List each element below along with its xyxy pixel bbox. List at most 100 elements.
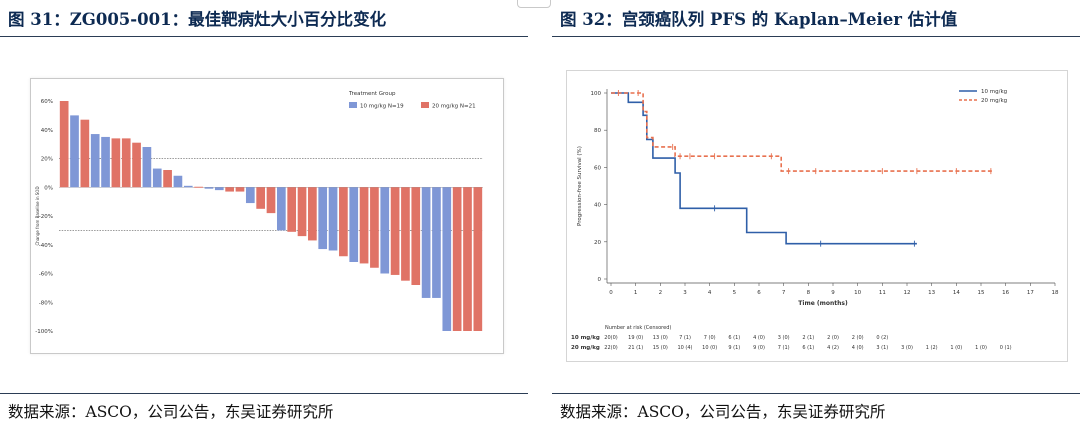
waterfall-bar — [152, 168, 162, 188]
title-rule — [552, 36, 1080, 37]
figure-32-title: 图 32：宫颈癌队列 PFS 的 Kaplan–Meier 估计值 — [560, 10, 958, 29]
title-rule — [0, 36, 528, 37]
km-line-10mgkg — [611, 92, 917, 245]
legend-label: 20 mg/kg — [981, 98, 1007, 104]
waterfall-bar — [411, 187, 421, 285]
waterfall-bar — [318, 187, 328, 250]
figure-32-source: 数据来源：ASCO，公司公告，东吴证券研究所 — [560, 403, 886, 421]
risk-table-cell: 19 (0) — [628, 335, 643, 341]
risk-table-cell: 4 (0) — [852, 345, 864, 351]
x-tick-label: 3 — [683, 290, 687, 296]
km-chart-frame: 0 20 40 60 80 100 0 1 2 3 4 5 6 7 8 9 10 11 12 13 14 15 16 17 18… — [566, 70, 1068, 362]
risk-table-cell: 3 (1) — [876, 345, 888, 351]
source-rule — [552, 393, 1080, 394]
waterfall-bar — [59, 101, 69, 188]
legend-label: 10 mg/kg N=19 — [360, 104, 404, 110]
source-rule — [0, 393, 528, 394]
x-tick-label: 11 — [879, 290, 886, 296]
waterfall-bar — [390, 187, 400, 275]
risk-table-cell: 7 (1) — [778, 345, 790, 351]
x-tick-label: 13 — [928, 290, 935, 296]
waterfall-bar — [463, 187, 472, 331]
x-tick-label: 18 — [1052, 290, 1059, 296]
figure-31-panel: 图 31：ZG005-001：最佳靶病灶大小百分比变化 60% 40% 20% 0% -… — [0, 0, 528, 428]
x-tick-label: 9 — [831, 290, 835, 296]
x-tick-label: 5 — [733, 290, 737, 296]
waterfall-bar — [276, 187, 286, 231]
waterfall-bar — [80, 119, 90, 188]
x-axis-label: Time (months) — [798, 300, 848, 307]
risk-table-cell: 7 (0) — [704, 335, 716, 341]
waterfall-bar — [339, 187, 348, 257]
window-tab-handle — [517, 0, 551, 8]
y-tick-label: -40% — [39, 243, 53, 249]
x-tick-label: 8 — [807, 290, 811, 296]
y-tick-label: 20% — [41, 157, 53, 163]
risk-table-cell: 1 (0) — [950, 345, 962, 351]
figure-31-source: 数据来源：ASCO，公司公告，东吴证券研究所 — [8, 403, 334, 421]
waterfall-bar — [380, 187, 390, 274]
x-tick-label: 12 — [904, 290, 911, 296]
waterfall-bar — [214, 187, 224, 191]
waterfall-bar — [132, 142, 141, 188]
x-tick-label: 1 — [634, 290, 638, 296]
x-tick-label: 10 — [854, 290, 861, 296]
waterfall-bar — [204, 187, 214, 189]
figure-31-title: 图 31：ZG005-001：最佳靶病灶大小百分比变化 — [8, 10, 387, 29]
y-tick-label: -100% — [35, 329, 53, 335]
risk-table-cell: 3 (0) — [778, 335, 790, 341]
waterfall-bar — [349, 187, 359, 262]
waterfall-bar — [101, 136, 110, 188]
waterfall-bar — [111, 138, 121, 188]
x-tick-label: 6 — [757, 290, 761, 296]
km-line-20mgkg — [611, 92, 994, 172]
risk-table-cell: 6 (1) — [728, 335, 740, 341]
waterfall-bar — [173, 175, 183, 188]
waterfall-bar — [121, 138, 131, 188]
risk-table-cell: 15 (0) — [653, 345, 668, 351]
waterfall-bar — [452, 187, 462, 331]
waterfall-bar — [297, 187, 307, 237]
risk-table-cell: 20(0) — [604, 335, 617, 341]
waterfall-bar — [194, 186, 203, 188]
waterfall-chart: 60% 40% 20% 0% -20% -40% -60% -80% -100% Change f… — [35, 91, 483, 335]
risk-table-cell: 3 (0) — [901, 345, 913, 351]
x-tick-label: 14 — [953, 290, 960, 296]
risk-table-cell: 1 (0) — [975, 345, 987, 351]
risk-table-cell: 9 (0) — [753, 345, 765, 351]
waterfall-bar — [256, 187, 266, 209]
waterfall-bar — [370, 187, 379, 268]
risk-table-cell: 22(0) — [604, 345, 617, 351]
x-tick-label: 17 — [1027, 290, 1034, 296]
risk-table-cell: 4 (0) — [753, 335, 765, 341]
waterfall-bar — [328, 187, 338, 251]
waterfall-bar — [308, 187, 317, 241]
risk-table-header: Number at risk (Censored) — [605, 325, 671, 331]
risk-table-cell: 0 (2) — [876, 335, 888, 341]
waterfall-bar — [245, 187, 255, 204]
risk-table-cell: 6 (1) — [802, 345, 814, 351]
risk-table-cell: 2 (0) — [827, 335, 839, 341]
waterfall-bar — [266, 187, 276, 214]
waterfall-bar — [287, 187, 297, 232]
y-tick-label: -60% — [39, 272, 53, 278]
y-tick-label: 40% — [41, 128, 53, 134]
risk-table-cell: 0 (1) — [1000, 345, 1012, 351]
legend-label: 20 mg/kg N=21 — [432, 104, 476, 110]
figure-32-panel: 图 32：宫颈癌队列 PFS 的 Kaplan–Meier 估计值 0 20 40 6… — [552, 0, 1080, 428]
y-tick-label: -20% — [39, 214, 53, 220]
y-tick-label: 0 — [598, 277, 602, 283]
y-tick-label: -80% — [39, 300, 53, 306]
legend-label: 10 mg/kg — [981, 89, 1007, 95]
legend-swatch — [349, 102, 357, 108]
x-tick-label: 0 — [609, 290, 613, 296]
waterfall-bar — [225, 187, 234, 192]
y-tick-label: 60 — [594, 165, 601, 171]
x-tick-label: 2 — [659, 290, 663, 296]
y-tick-label: 60% — [41, 99, 53, 105]
waterfall-bar — [235, 187, 245, 192]
waterfall-bar — [142, 147, 152, 188]
risk-table-cell: 2 (1) — [802, 335, 814, 341]
x-tick-label: 7 — [782, 290, 786, 296]
legend-swatch — [421, 102, 429, 108]
